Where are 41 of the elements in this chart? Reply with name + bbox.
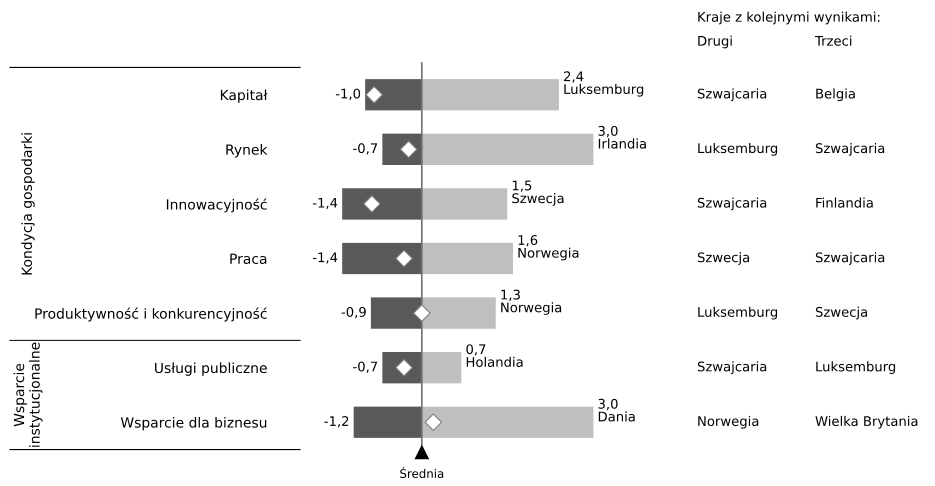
text: Szwecja <box>698 252 750 265</box>
data-label: -1,4 <box>312 252 338 264</box>
data-label: 1,3 Norwegia <box>501 290 562 315</box>
text: Kraje z kolejnymi wynikami: <box>698 12 880 24</box>
y-tick-label: Praca <box>230 254 266 264</box>
data-label: -1,2 <box>324 416 348 428</box>
text: Norwegia <box>698 416 758 429</box>
text: Luksemburg <box>698 306 778 320</box>
y-tick-label: Kapitał <box>220 89 268 103</box>
text: Szwajcaria <box>816 142 884 156</box>
data-label: -0,7 <box>353 362 378 373</box>
text: Szwajcaria <box>698 361 766 374</box>
data-label: -0,7 <box>353 143 378 155</box>
data-label: 3,0 Irlandia <box>598 126 646 149</box>
data-label: 0,7 Holandia <box>466 344 523 367</box>
text: Szwajcaria <box>698 88 766 102</box>
data-label: -1,4 <box>312 198 338 210</box>
data-label: 1,5 Szwecja <box>512 180 564 206</box>
y-tick-label: Innowacyjność <box>166 198 267 212</box>
data-label: -0,9 <box>342 306 366 318</box>
text: Kondycja gospodarki <box>21 133 35 275</box>
text: Wielka Brytania <box>815 416 918 429</box>
text: Szwecja <box>816 306 868 320</box>
text: Szwajcaria <box>816 252 884 265</box>
text: Trzeci <box>814 36 852 46</box>
text: Luksemburg <box>816 361 896 374</box>
y-tick-label: Wsparcie dla biznesu <box>120 416 266 430</box>
text: Szwajcaria <box>698 198 766 210</box>
data-label: 2,4 Luksemburg <box>564 71 644 97</box>
data-label: 1,6 Norwegia <box>518 235 578 260</box>
y-tick-label: Rynek <box>226 144 268 158</box>
text: Finlandia <box>816 198 873 208</box>
data-label: 3,0 Dania <box>598 398 635 422</box>
y-tick-label: Usługi publiczne <box>155 362 267 376</box>
y-tick-label: Produktywność i konkurencyjność <box>35 308 267 322</box>
text: Belgia <box>816 88 855 102</box>
text: Luksemburg <box>698 142 778 156</box>
ref-line-label: Średnia <box>400 466 444 478</box>
text: Drugi <box>698 36 732 48</box>
data-label: -1,0 <box>336 88 360 100</box>
text: Wsparcie instytucjonalne <box>14 342 42 447</box>
